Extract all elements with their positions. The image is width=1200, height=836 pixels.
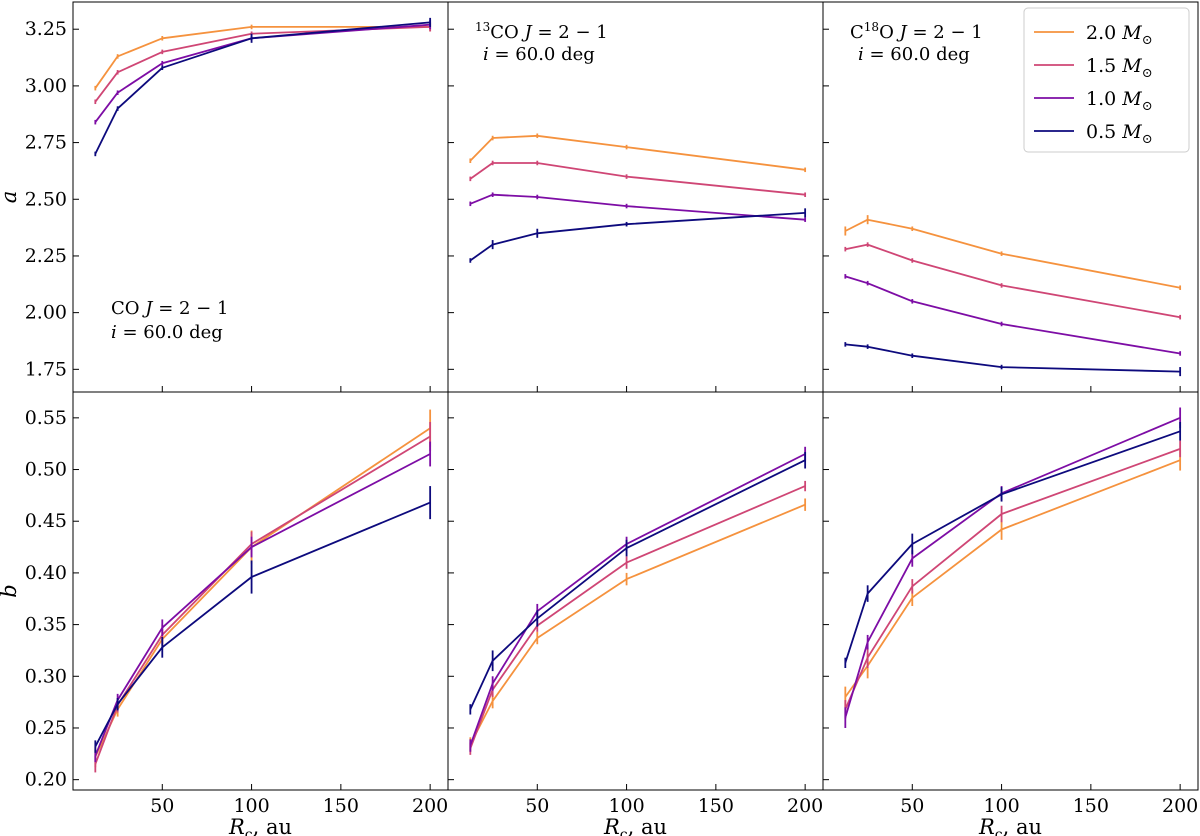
xtick-label: 200 xyxy=(1162,795,1198,817)
series-line-0.5-r0-c0 xyxy=(94,21,431,155)
ytick-label: 2.25 xyxy=(25,245,67,267)
legend-label-1.5: 1.5 M⊙ xyxy=(1086,55,1153,81)
xtick-label: 200 xyxy=(412,795,448,817)
ytick-label: 2.75 xyxy=(25,132,67,154)
series-line-0.5-r0-c2 xyxy=(845,343,1181,373)
xtick-label: 50 xyxy=(525,795,549,817)
xlabel: Rc, au xyxy=(603,815,667,836)
series-line-1.0-r1-c0 xyxy=(94,453,431,757)
xtick-label: 150 xyxy=(1073,795,1109,817)
series-line-0.5-r1-c2 xyxy=(844,430,1181,664)
transition-label: C18O J = 2 − 1 xyxy=(850,20,983,43)
series-line-1.0-r0-c0 xyxy=(94,23,431,123)
series-line-1.0-r1-c1 xyxy=(469,453,806,746)
legend-box xyxy=(1023,7,1190,153)
xtick-label: 150 xyxy=(323,795,359,817)
ytick-label: 0.25 xyxy=(25,717,67,739)
ytick-label: 2.50 xyxy=(25,188,67,210)
inclination-label: i = 60.0 deg xyxy=(858,44,970,65)
ytick-label: 1.75 xyxy=(25,358,67,380)
xtick-label: 100 xyxy=(233,795,269,817)
ylabel-a: a xyxy=(0,191,21,204)
ylabel-b: b xyxy=(0,584,21,597)
ytick-label: 0.30 xyxy=(25,665,67,687)
panel-frame-r1-c0 xyxy=(72,391,449,791)
legend-label-1.0: 1.0 M⊙ xyxy=(1086,88,1153,114)
series-line-2.0-r1-c0 xyxy=(94,427,431,758)
plot-data xyxy=(94,17,1182,773)
xtick-label: 50 xyxy=(900,795,924,817)
transition-label: 13CO J = 2 − 1 xyxy=(475,20,608,43)
series-line-1.0-r1-c2 xyxy=(844,416,1181,718)
series-line-2.0-r0-c1 xyxy=(469,134,806,171)
series-line-1.5-r1-c0 xyxy=(94,435,431,765)
series-line-2.0-r1-c2 xyxy=(844,459,1181,698)
xlabel: Rc, au xyxy=(978,815,1042,836)
xlabel: Rc, au xyxy=(228,815,292,836)
panel-frame-r1-c2 xyxy=(822,391,1199,791)
panel-frames xyxy=(72,1,1199,791)
ytick-label: 2.00 xyxy=(25,302,67,324)
ytick-label: 0.35 xyxy=(25,614,67,636)
axis-text: 1.75 2.00 2.25 2.50 2.75 3.00 3.25 a 0.20 0.25 0.3… xyxy=(0,18,1198,836)
axis-ticks xyxy=(73,28,1181,790)
legend: 2.0 M⊙ 1.5 M⊙ 1.0 M⊙ 0.5 M⊙ xyxy=(1023,7,1190,153)
ytick-label: 0.20 xyxy=(25,769,67,791)
inclination-label: i = 60.0 deg xyxy=(483,44,595,65)
ytick-label: 3.00 xyxy=(25,75,67,97)
xtick-label: 50 xyxy=(150,795,174,817)
ytick-label: 0.50 xyxy=(25,459,67,481)
series-line-1.5-r0-c1 xyxy=(469,162,806,196)
ytick-label: 3.25 xyxy=(25,18,67,40)
legend-label-0.5: 0.5 M⊙ xyxy=(1086,121,1153,147)
series-line-2.0-r0-c0 xyxy=(94,25,431,89)
transition-label: CO J = 2 − 1 xyxy=(111,298,228,319)
xtick-label: 100 xyxy=(983,795,1019,817)
ytick-label: 0.45 xyxy=(25,510,67,532)
series-line-0.5-r0-c1 xyxy=(469,212,806,262)
xtick-label: 100 xyxy=(608,795,644,817)
panel-frame-r1-c1 xyxy=(447,391,824,791)
ytick-label: 0.40 xyxy=(25,562,67,584)
legend-label-2.0: 2.0 M⊙ xyxy=(1086,22,1153,48)
inclination-label: i = 60.0 deg xyxy=(111,322,223,343)
series-line-2.0-r1-c1 xyxy=(469,503,806,745)
xtick-label: 200 xyxy=(787,795,823,817)
xtick-label: 150 xyxy=(698,795,734,817)
series-line-0.5-r1-c1 xyxy=(469,459,806,710)
ytick-label: 0.55 xyxy=(25,407,67,429)
